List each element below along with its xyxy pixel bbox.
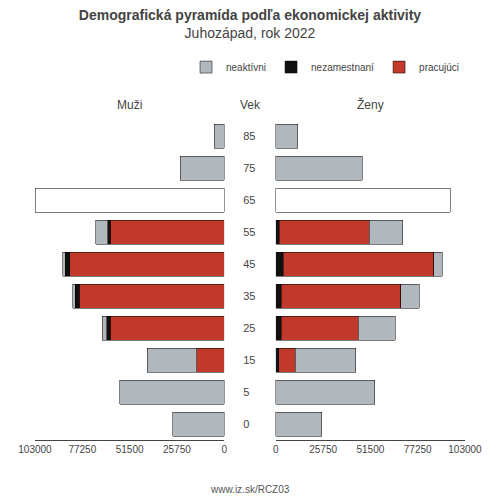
- svg-text:85: 85: [243, 130, 255, 142]
- svg-text:neaktívni: neaktívni: [226, 62, 266, 73]
- svg-text:65: 65: [243, 194, 255, 206]
- svg-text:Demografická pyramída podľa ek: Demografická pyramída podľa ekonomickej …: [79, 7, 422, 41]
- svg-text:75: 75: [243, 162, 255, 174]
- svg-text:77250: 77250: [404, 444, 432, 455]
- svg-text:51500: 51500: [356, 444, 384, 455]
- svg-text:45: 45: [243, 258, 255, 270]
- svg-text:Vek: Vek: [240, 98, 261, 112]
- svg-text:51500: 51500: [116, 444, 144, 455]
- svg-text:0: 0: [273, 444, 279, 455]
- svg-text:Muži: Muži: [117, 98, 142, 112]
- svg-text:pracujúci: pracujúci: [419, 62, 459, 73]
- svg-text:55: 55: [243, 226, 255, 238]
- svg-text:15: 15: [243, 354, 255, 366]
- svg-text:5: 5: [243, 386, 249, 398]
- svg-text:25750: 25750: [163, 444, 191, 455]
- svg-text:103000: 103000: [448, 444, 482, 455]
- svg-text:www.iz.sk/RCZ03: www.iz.sk/RCZ03: [210, 484, 290, 495]
- svg-text:103000: 103000: [18, 444, 52, 455]
- svg-text:Ženy: Ženy: [357, 97, 384, 112]
- svg-text:25: 25: [243, 322, 255, 334]
- svg-text:nezamestnaní: nezamestnaní: [311, 62, 374, 73]
- svg-text:77250: 77250: [68, 444, 96, 455]
- svg-text:35: 35: [243, 290, 255, 302]
- svg-text:0: 0: [243, 418, 249, 430]
- svg-text:0: 0: [221, 444, 227, 455]
- svg-text:25750: 25750: [309, 444, 337, 455]
